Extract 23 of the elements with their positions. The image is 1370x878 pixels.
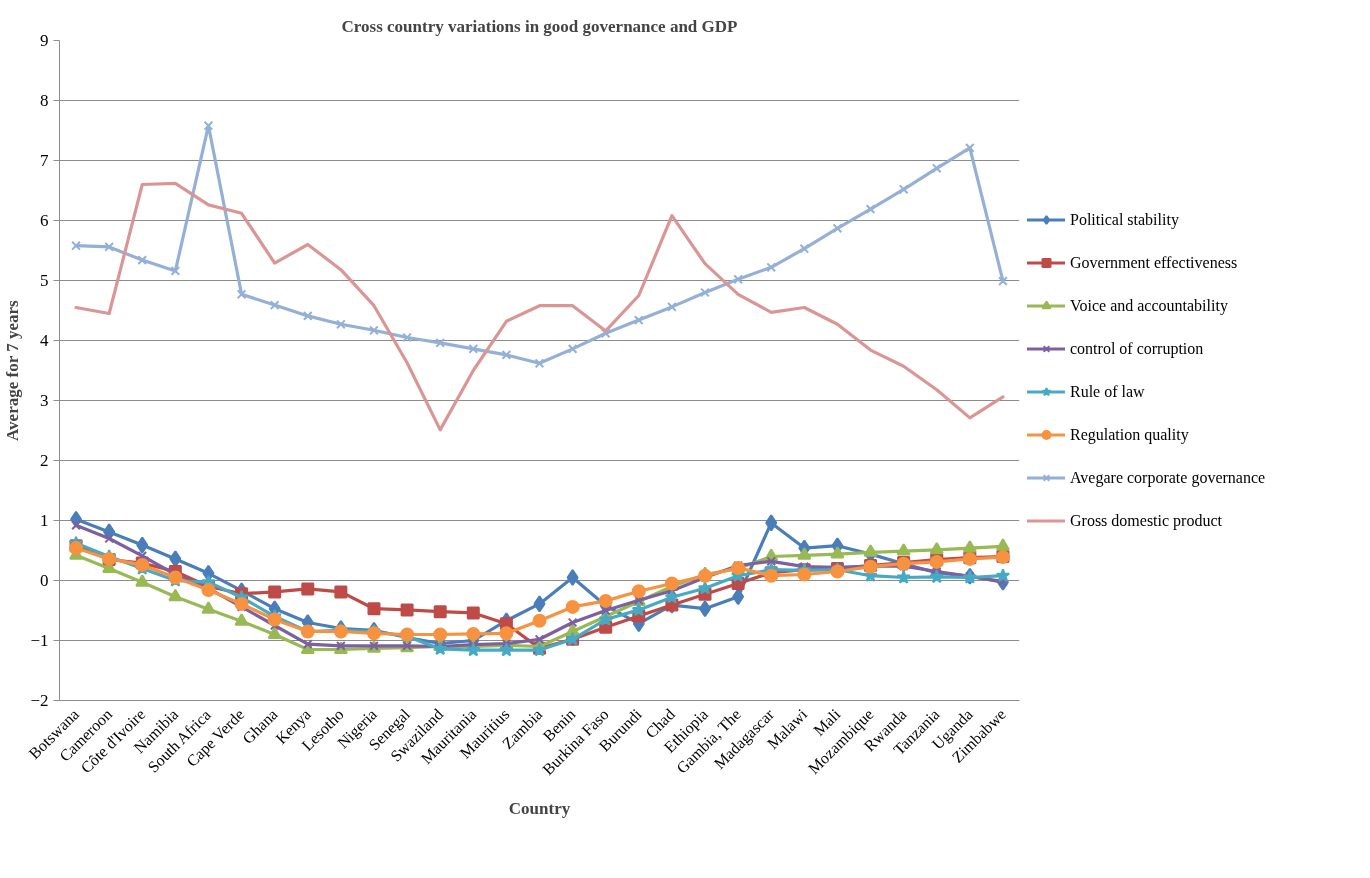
legend-label: Government effectiveness: [1070, 252, 1238, 273]
y-tick-label: 0: [40, 571, 49, 590]
y-tick-label: 1: [40, 511, 49, 530]
x-axis-title: Country: [508, 799, 571, 819]
chart-title: Cross country variations in good governance and GDP: [341, 16, 738, 36]
y-tick-label: 9: [40, 31, 49, 50]
legend-label: Avegare corporate governance: [1070, 467, 1266, 488]
legend-label: Voice and accountability: [1070, 295, 1228, 316]
legend-label: Political stability: [1070, 209, 1179, 230]
y-tick-label: 7: [40, 151, 49, 170]
legend-label: Gross domestic product: [1070, 510, 1222, 531]
y-tick-label: 8: [40, 91, 49, 110]
legend-label: Rule of law: [1070, 381, 1145, 402]
y-tick-label: 6: [40, 211, 49, 230]
legend-label: Regulation quality: [1070, 424, 1189, 445]
y-tick-label: 5: [40, 271, 49, 290]
y-tick-label: −1: [30, 631, 49, 650]
y-tick-label: 4: [40, 331, 49, 350]
legend-label: control of corruption: [1070, 338, 1204, 359]
y-tick-label: −2: [30, 691, 49, 710]
y-tick-label: 2: [40, 451, 49, 470]
y-tick-label: 3: [40, 391, 49, 410]
y-axis-title: Average for 7 years: [3, 300, 23, 441]
